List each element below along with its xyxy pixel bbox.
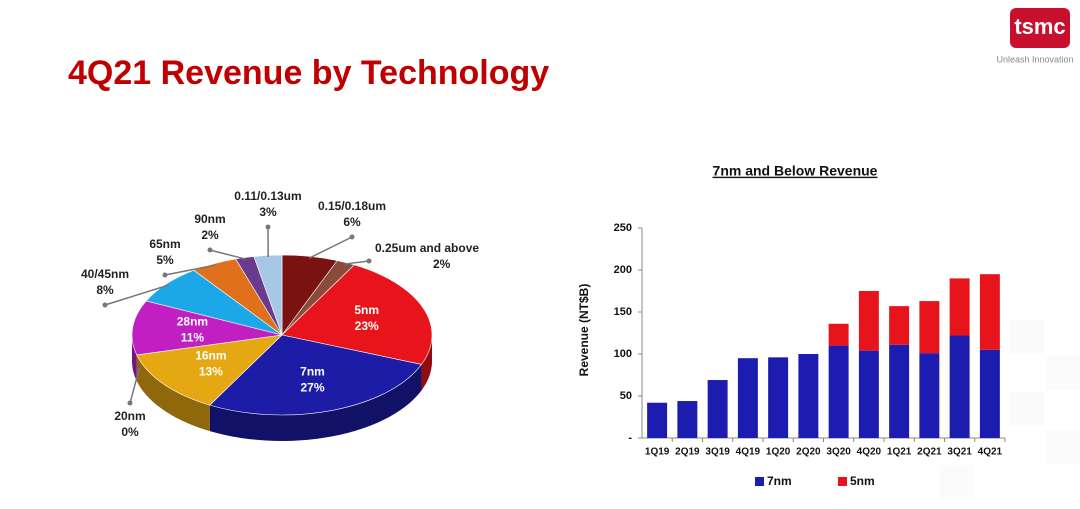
leader-line [129,367,141,404]
bar [677,401,698,438]
y-tick-label: 100 [614,348,632,360]
leader-line [209,249,246,260]
pie-chart: 0.15/0.18um 6% 0.25um and above 2% 5nm 23% 7nm… [81,189,479,441]
bar [979,349,1000,438]
x-tick-label: 4Q19 [736,447,761,458]
pie-slice [281,264,433,365]
bar [707,380,728,438]
pie-label: 90nm [194,212,225,226]
pie-label: 28nm [177,315,208,329]
y-tick-label: - [628,432,632,444]
y-tick-label: 50 [620,390,632,402]
pie-value-label: 0% [121,425,139,439]
pie-slice [209,334,422,416]
bar [798,354,819,438]
bar [828,345,849,438]
x-tick-label: 2Q19 [675,447,700,458]
x-tick-label: 1Q19 [645,447,670,458]
x-tick-label: 3Q21 [947,447,972,458]
bar [858,350,879,438]
pie-label: 0.25um and above [375,241,479,255]
x-tick-label: 1Q20 [766,447,791,458]
pie-label: 20nm [114,409,145,423]
bar [889,306,910,345]
y-tick-label: 200 [614,264,632,276]
leader-line [344,260,370,265]
leader-dot [207,247,213,253]
bar [828,323,849,346]
x-tick-label: 3Q19 [705,447,730,458]
y-axis-label: Revenue (NT$B) [577,284,591,377]
pie-label: 0.15/0.18um [318,199,386,213]
logo: tsmc [1014,14,1065,39]
pie-side [209,364,422,441]
pie-value-label: 2% [433,257,451,271]
bar [768,357,789,438]
chart-title: 7nm and Below Revenue [713,163,878,179]
leader-line [309,236,353,259]
bar [858,291,879,351]
pie-label: 5nm [354,303,379,317]
bar [949,278,970,336]
pie-value-label: 6% [343,215,361,229]
pie-label: 65nm [149,237,180,251]
pie-value-label: 11% [181,331,205,345]
pie-label: 40/45nm [81,267,129,281]
pie-value-label: 2% [201,228,219,242]
leader-line [104,284,169,306]
pie-value-label: 8% [96,283,114,297]
pie-value-label: 5% [156,253,174,267]
leader-dot [349,234,355,240]
bar [949,335,970,438]
leader-dot [127,400,133,406]
bar [979,274,1000,350]
bar [737,358,758,438]
x-tick-label: 2Q20 [796,447,821,458]
leader-dot [265,224,271,230]
pie-slice [131,300,283,356]
pie-value-label: 23% [355,319,379,333]
leader-dot [162,272,168,278]
bar-chart: 7nm and Below Revenue Revenue (NT$B) - 50 10… [577,163,1006,488]
pie-label: 0.11/0.13um [234,189,301,203]
leader-dot [102,302,108,308]
logo-mark [1010,8,1070,48]
legend-swatch [838,477,847,486]
legend-swatch [755,477,764,486]
leader-line [164,264,216,276]
bar [647,402,668,438]
y-tick-label: 150 [614,306,632,318]
pie-value-label: 13% [199,365,223,379]
pie-side [136,354,210,432]
bar [889,344,910,438]
pie-side [132,335,137,381]
pie-side [421,335,432,391]
x-tick-label: 1Q21 [887,447,912,458]
bar [919,353,940,438]
bar [919,301,940,354]
tagline: Unleash Innovation [996,54,1073,64]
pie-slice [136,334,283,406]
legend-label: 5nm [850,474,875,488]
slide-title: 4Q21 Revenue by Technology [68,54,549,92]
leader-dot [366,258,372,264]
pie-value-label: 3% [259,205,277,219]
x-tick-label: 2Q21 [917,447,942,458]
pie-label: 16nm [195,349,226,363]
x-tick-label: 4Q20 [857,447,882,458]
x-tick-label: 4Q21 [978,447,1003,458]
x-tick-label: 3Q20 [826,447,851,458]
decor [940,320,1080,499]
y-tick-label: 250 [614,222,632,234]
pie-label: 7nm [300,364,325,378]
pie-value-label: 27% [300,380,324,394]
legend-label: 7nm [767,474,792,488]
